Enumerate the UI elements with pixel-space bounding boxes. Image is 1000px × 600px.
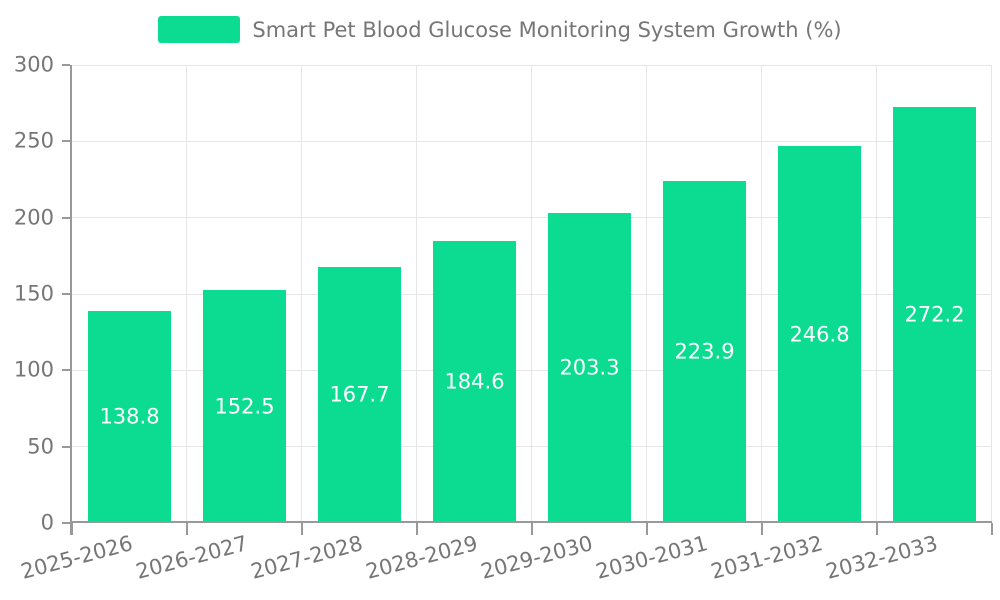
x-axis-tick [991,523,993,535]
x-axis-tick-label: 2030-2031 [593,531,711,584]
gridline-horizontal [72,140,992,142]
x-axis-tick [301,523,303,535]
bar-value-label: 167.7 [329,382,390,407]
bar[interactable] [202,290,287,523]
gridline-horizontal [72,217,992,219]
y-axis-tick [62,445,70,448]
bar-value-label: 152.5 [214,394,275,419]
x-axis-tick [186,523,188,535]
y-axis-tick [62,140,70,143]
x-axis-tick-label: 2026-2027 [133,531,251,584]
bar-value-label: 203.3 [559,355,620,380]
y-axis-tick-label: 0 [40,510,54,535]
legend[interactable]: Smart Pet Blood Glucose Monitoring Syste… [0,16,1000,43]
x-axis-tick-label: 2025-2026 [18,531,136,584]
gridline-vertical [531,65,532,523]
gridline-horizontal [72,446,992,448]
bar[interactable] [87,311,172,523]
bar-value-label: 138.8 [99,404,160,429]
gridline-vertical [761,65,762,523]
x-axis-tick [761,523,763,535]
bar[interactable] [777,146,862,523]
gridline-horizontal [72,64,992,66]
gridline-vertical [416,65,417,523]
y-axis-tick-label: 250 [13,128,54,153]
y-axis-tick-label: 200 [13,205,54,230]
y-axis-tick [62,216,70,219]
x-axis-tick-label: 2029-2030 [478,531,596,584]
bar-value-label: 223.9 [674,339,735,364]
bar-value-label: 184.6 [444,369,505,394]
gridline-vertical [301,65,302,523]
gridline-horizontal [72,293,992,295]
x-axis-tick-label: 2028-2029 [363,531,481,584]
legend-label: Smart Pet Blood Glucose Monitoring Syste… [252,17,842,42]
bar[interactable] [317,266,402,523]
gridline-vertical [991,65,992,523]
x-axis-tick-label: 2027-2028 [248,531,366,584]
gridline-vertical [876,65,877,523]
x-axis-tick-label: 2031-2032 [708,531,826,584]
y-axis-tick [62,522,70,524]
x-axis-tick [416,523,418,535]
y-axis-tick-label: 50 [27,434,54,459]
gridline-vertical [186,65,187,523]
x-axis-tick-label: 2032-2033 [823,531,941,584]
x-axis-line [70,521,992,523]
x-axis-tick [646,523,648,535]
x-axis-tick [876,523,878,535]
bar[interactable] [547,212,632,523]
bar-value-label: 272.2 [904,302,965,327]
x-axis-tick [531,523,533,535]
bar-value-label: 246.8 [789,322,850,347]
bar[interactable] [892,107,977,523]
legend-swatch-icon [158,16,241,43]
y-axis-tick [62,293,70,295]
gridline-horizontal [72,369,992,371]
y-axis-line [70,65,72,535]
bar[interactable] [432,241,517,523]
y-axis-tick [62,64,70,66]
y-axis-tick-label: 300 [13,52,54,77]
bar[interactable] [662,181,747,523]
x-axis-tick [71,523,73,535]
gridline-vertical [646,65,647,523]
y-axis-tick-label: 100 [13,357,54,382]
y-axis-tick [62,369,70,372]
y-axis-tick-label: 150 [13,281,54,306]
plot-area: 138.8 152.5 167.7 184.6 203.3 223.9 246.8 272.2… [14,54,993,584]
